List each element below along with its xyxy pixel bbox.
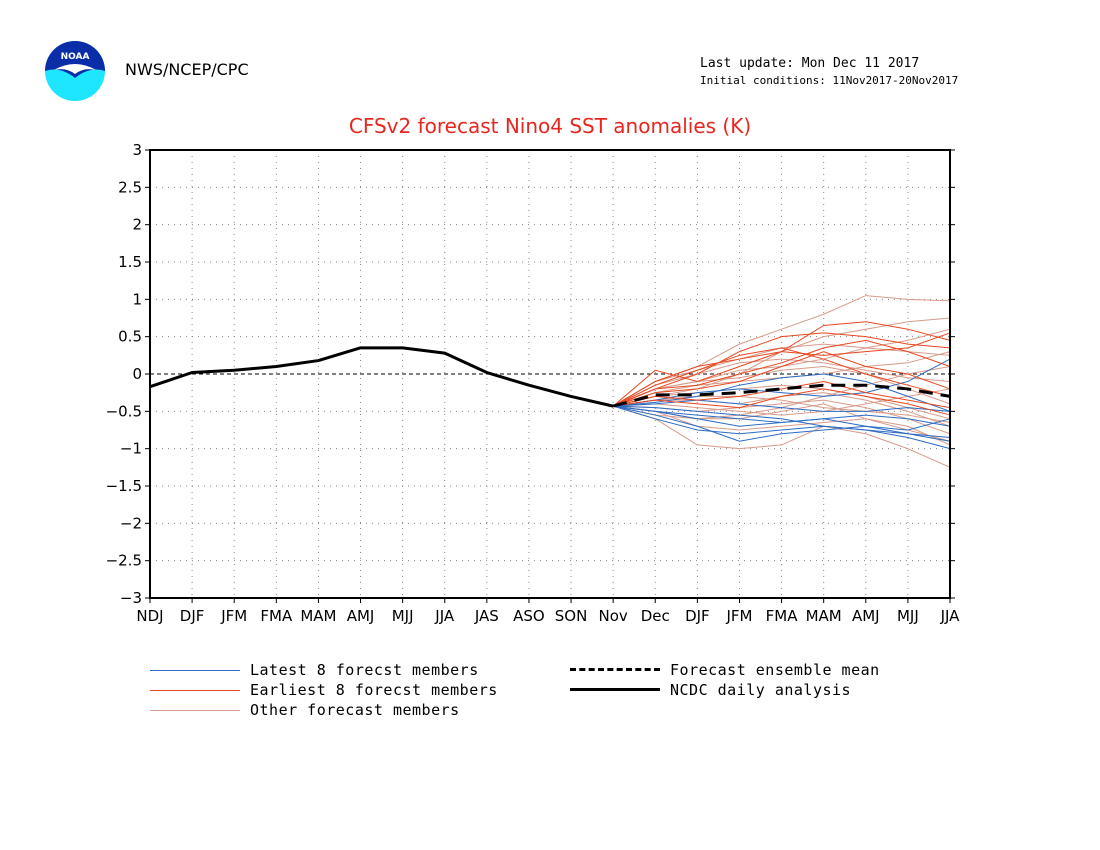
legend-label-mean: Forecast ensemble mean bbox=[670, 661, 880, 679]
y-tick-label: −2 bbox=[120, 514, 142, 532]
agency-label: NWS/NCEP/CPC bbox=[125, 60, 249, 79]
x-tick-label: FMA bbox=[766, 607, 799, 625]
y-tick-label: 3 bbox=[132, 141, 142, 159]
y-tick-label: 0.5 bbox=[118, 328, 142, 346]
x-tick-label: Dec bbox=[641, 607, 670, 625]
x-tick-label: MAM bbox=[300, 607, 336, 625]
member-line-earliest bbox=[612, 332, 951, 407]
noaa-logo-text: NOAA bbox=[61, 52, 90, 62]
x-tick-label: MJJ bbox=[392, 607, 414, 625]
member-line-latest bbox=[613, 405, 951, 442]
initial-conditions-text: Initial conditions: 11Nov2017-20Nov2017 bbox=[700, 74, 959, 87]
member-line-earliest bbox=[613, 380, 951, 409]
chart-title: CFSv2 forecast Nino4 SST anomalies (K) bbox=[348, 114, 752, 138]
x-tick-label: NDJ bbox=[136, 607, 163, 625]
x-tick-label: Nov bbox=[599, 607, 628, 625]
member-line-earliest bbox=[612, 332, 951, 407]
member-line-latest bbox=[613, 405, 951, 438]
legend-label-analysis: NCDC daily analysis bbox=[670, 681, 852, 699]
member-line-other bbox=[613, 405, 951, 468]
member-line-earliest bbox=[612, 347, 951, 407]
member-line-latest bbox=[613, 405, 951, 431]
y-tick-label: 0 bbox=[132, 365, 142, 383]
x-tick-label: ASO bbox=[513, 607, 545, 625]
x-tick-label: DJF bbox=[685, 607, 710, 625]
y-tick-label: 2.5 bbox=[118, 178, 142, 196]
forecast-members bbox=[612, 295, 951, 468]
x-tick-label: MJJ bbox=[897, 607, 919, 625]
noaa-logo-icon: NOAA bbox=[45, 41, 105, 101]
y-tick-label: 2 bbox=[132, 216, 142, 234]
member-line-other bbox=[612, 366, 951, 407]
legend-label-latest: Latest 8 forecst members bbox=[250, 661, 479, 679]
member-line-other bbox=[613, 388, 951, 416]
x-tick-label: JJA bbox=[434, 607, 455, 625]
x-tick-label: JAS bbox=[474, 607, 499, 625]
x-tick-label: JFM bbox=[725, 607, 752, 625]
y-tick-label: −1 bbox=[120, 440, 142, 458]
x-tick-label: JJA bbox=[940, 607, 961, 625]
legend-swatch-analysis bbox=[570, 688, 660, 691]
member-line-latest bbox=[613, 405, 951, 450]
y-tick-label: 1 bbox=[132, 290, 142, 308]
ensemble-mean-line bbox=[612, 383, 951, 408]
legend-swatch-earliest bbox=[150, 690, 240, 691]
x-tick-label: AMJ bbox=[852, 607, 880, 625]
member-line-other bbox=[613, 395, 951, 424]
legend-label-earliest: Earliest 8 forecst members bbox=[250, 681, 498, 699]
member-line-earliest bbox=[613, 351, 951, 407]
member-line-latest bbox=[613, 373, 951, 412]
x-tick-label: FMA bbox=[260, 607, 293, 625]
last-update-text: Last update: Mon Dec 11 2017 bbox=[700, 56, 920, 71]
y-tick-label: 1.5 bbox=[118, 253, 142, 271]
x-tick-label: JFM bbox=[220, 607, 247, 625]
legend-swatch-other bbox=[150, 710, 240, 711]
grid-lines bbox=[150, 150, 950, 598]
legend-swatch-latest bbox=[150, 670, 240, 671]
y-tick-label: −2.5 bbox=[106, 552, 142, 570]
x-tick-label: AMJ bbox=[347, 607, 375, 625]
x-tick-label: MAM bbox=[806, 607, 842, 625]
analysis-line bbox=[149, 346, 614, 408]
x-tick-label: SON bbox=[555, 607, 588, 625]
y-tick-label: −3 bbox=[120, 589, 142, 607]
x-tick-label: DJF bbox=[180, 607, 205, 625]
main-series bbox=[149, 346, 951, 408]
y-tick-label: −1.5 bbox=[106, 477, 142, 495]
member-line-earliest bbox=[612, 339, 951, 407]
legend-label-other: Other forecast members bbox=[250, 701, 460, 719]
y-tick-label: −0.5 bbox=[106, 402, 142, 420]
member-line-earliest bbox=[613, 388, 951, 416]
member-line-other bbox=[613, 405, 951, 446]
member-line-latest bbox=[613, 399, 951, 412]
legend-swatch-mean bbox=[570, 668, 660, 671]
member-line-other bbox=[612, 358, 951, 407]
